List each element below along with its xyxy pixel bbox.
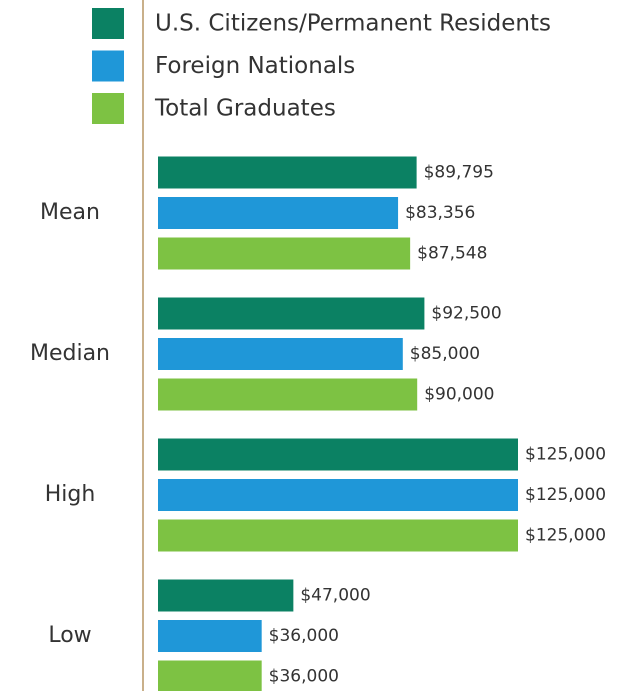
bar (158, 519, 518, 552)
bar (158, 620, 262, 652)
value-label: $36,000 (269, 626, 339, 646)
value-label: $125,000 (525, 485, 606, 505)
legend-label: Foreign Nationals (155, 53, 355, 79)
bar (158, 378, 418, 411)
value-label: $47,000 (300, 586, 370, 606)
value-label: $83,356 (405, 203, 475, 223)
legend-label: U.S. Citizens/Permanent Residents (155, 11, 551, 37)
bar (158, 156, 417, 189)
legend-label: Total Graduates (154, 96, 336, 122)
legend-swatch (92, 50, 124, 82)
value-label: $125,000 (525, 526, 606, 546)
value-label: $85,000 (410, 344, 480, 364)
legend-swatch (92, 8, 124, 39)
bar (158, 237, 411, 270)
bar (158, 660, 262, 691)
category-label: Mean (40, 200, 100, 225)
value-label: $36,000 (269, 667, 339, 687)
bar (158, 338, 403, 370)
bar (158, 297, 425, 330)
bar (158, 197, 399, 229)
value-label: $87,548 (417, 244, 487, 264)
value-label: $90,000 (424, 385, 494, 405)
value-label: $89,795 (424, 163, 494, 183)
bar (158, 438, 518, 471)
legend-swatch (92, 93, 124, 124)
bar (158, 479, 518, 511)
category-label: Median (30, 341, 110, 366)
category-label: Low (48, 623, 91, 648)
value-label: $92,500 (431, 304, 501, 324)
bar (158, 579, 294, 612)
value-label: $125,000 (525, 445, 606, 465)
category-label: High (45, 482, 96, 507)
